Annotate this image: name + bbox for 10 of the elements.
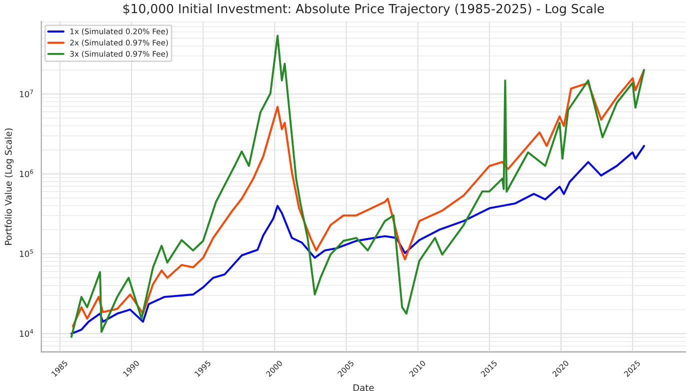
x-axis-title: Date	[354, 384, 374, 391]
y-axis-title: Portfolio Value (Log Scale)	[4, 128, 14, 245]
y-tick-label: 10$^{7}$	[20, 90, 33, 98]
chart-title: $10,000 Initial Investment: Absolute Price Trajectory (1985-2025) - Log Scale	[123, 4, 604, 16]
y-tick-label: 10$^{4}$	[20, 329, 34, 337]
y-tick-label: 10$^{5}$	[20, 249, 33, 257]
line-series	[72, 69, 646, 328]
line-series	[70, 144, 646, 335]
line-series	[70, 34, 646, 338]
y-tick-label: 10$^{6}$	[20, 169, 34, 178]
